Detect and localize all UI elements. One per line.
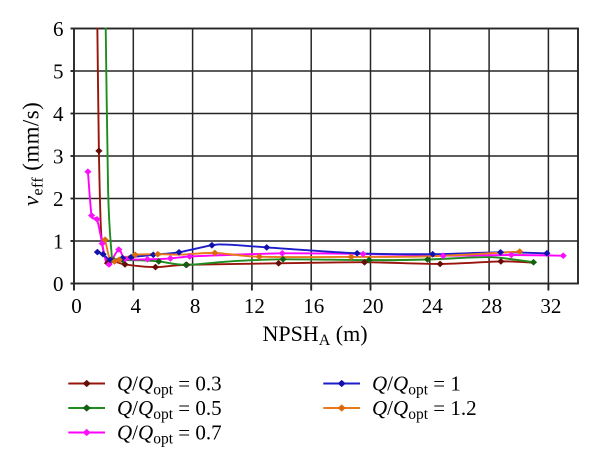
svg-text:8: 8 [190, 294, 201, 318]
svg-text:28: 28 [481, 294, 502, 318]
svg-text:12: 12 [244, 294, 265, 318]
svg-text:veff (mm/s): veff (mm/s) [19, 102, 47, 206]
svg-text:16: 16 [303, 294, 324, 318]
svg-text:4: 4 [131, 294, 142, 318]
svg-text:4: 4 [53, 102, 64, 126]
svg-text:1: 1 [53, 229, 64, 253]
svg-text:NPSHA (m): NPSHA (m) [262, 321, 367, 349]
svg-text:5: 5 [53, 59, 64, 83]
svg-text:Q/Qopt = 1: Q/Qopt = 1 [372, 372, 461, 399]
svg-text:24: 24 [422, 294, 444, 318]
svg-text:Q/Qopt = 0.7: Q/Qopt = 0.7 [117, 421, 222, 448]
svg-text:6: 6 [53, 17, 64, 41]
svg-text:20: 20 [363, 294, 384, 318]
svg-text:2: 2 [53, 187, 64, 211]
svg-text:3: 3 [53, 144, 64, 168]
svg-text:0: 0 [71, 294, 82, 318]
svg-text:32: 32 [540, 294, 561, 318]
svg-text:Q/Qopt = 0.5: Q/Qopt = 0.5 [117, 396, 222, 423]
svg-text:Q/Qopt = 0.3: Q/Qopt = 0.3 [117, 372, 222, 399]
svg-text:0: 0 [53, 272, 64, 296]
svg-text:Q/Qopt = 1.2: Q/Qopt = 1.2 [372, 396, 477, 423]
